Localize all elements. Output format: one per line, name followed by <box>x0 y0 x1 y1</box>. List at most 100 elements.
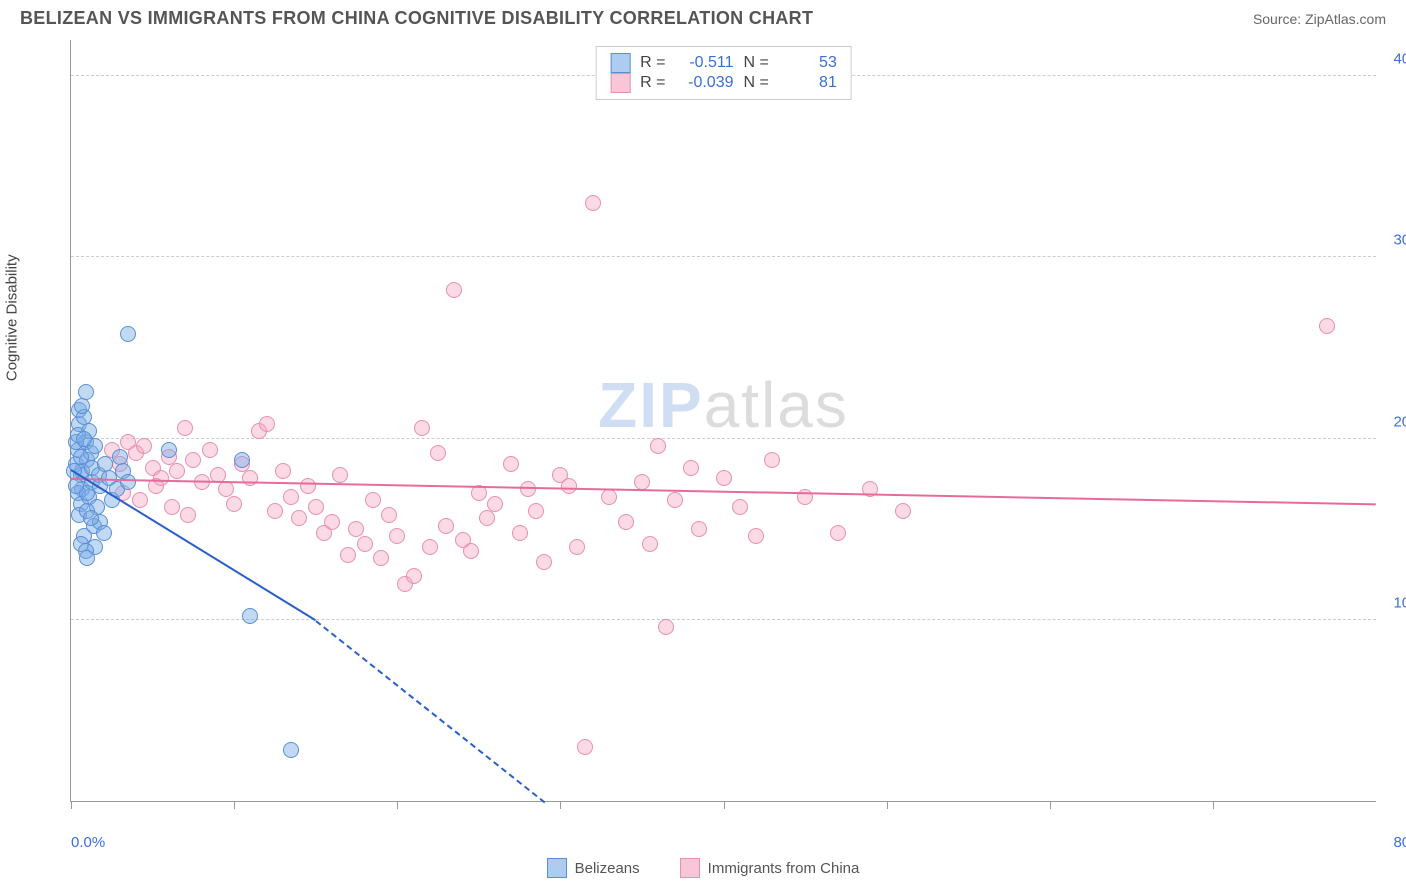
scatter-point-pink <box>218 481 234 497</box>
chart-area: Cognitive Disability ZIPatlas R = -0.511… <box>20 40 1386 832</box>
scatter-point-pink <box>332 467 348 483</box>
scatter-point-pink <box>561 478 577 494</box>
scatter-point-pink <box>185 452 201 468</box>
scatter-point-pink <box>283 489 299 505</box>
x-tick <box>397 801 398 809</box>
source-label: Source: ZipAtlas.com <box>1253 11 1386 27</box>
scatter-point-pink <box>242 470 258 486</box>
scatter-point-pink <box>732 499 748 515</box>
chart-title: BELIZEAN VS IMMIGRANTS FROM CHINA COGNIT… <box>20 8 813 29</box>
x-tick <box>887 801 888 809</box>
scatter-point-pink <box>406 568 422 584</box>
scatter-point-pink <box>291 510 307 526</box>
scatter-point-pink <box>895 503 911 519</box>
scatter-point-pink <box>512 525 528 541</box>
scatter-point-pink <box>1319 318 1335 334</box>
scatter-point-pink <box>585 195 601 211</box>
scatter-point-pink <box>577 739 593 755</box>
legend-row-pink: R = -0.039 N = 81 <box>610 73 837 93</box>
scatter-point-pink <box>520 481 536 497</box>
scatter-point-blue <box>97 456 113 472</box>
scatter-point-blue <box>83 510 99 526</box>
scatter-point-pink <box>300 478 316 494</box>
r-value-blue: -0.511 <box>676 54 734 72</box>
scatter-point-pink <box>618 514 634 530</box>
scatter-point-pink <box>658 619 674 635</box>
scatter-point-pink <box>503 456 519 472</box>
scatter-point-pink <box>373 550 389 566</box>
x-tick <box>71 801 72 809</box>
scatter-point-pink <box>340 547 356 563</box>
scatter-point-pink <box>748 528 764 544</box>
scatter-point-pink <box>259 416 275 432</box>
chart-header: BELIZEAN VS IMMIGRANTS FROM CHINA COGNIT… <box>0 0 1406 33</box>
watermark-zip: ZIP <box>598 369 704 441</box>
scatter-point-pink <box>642 536 658 552</box>
scatter-point-blue <box>79 550 95 566</box>
swatch-blue-icon <box>547 858 567 878</box>
scatter-point-pink <box>365 492 381 508</box>
r-label: R = <box>640 74 665 92</box>
scatter-point-pink <box>202 442 218 458</box>
swatch-blue-icon <box>610 53 630 73</box>
trendline-blue <box>70 470 316 622</box>
scatter-point-pink <box>422 539 438 555</box>
scatter-point-pink <box>479 510 495 526</box>
gridline <box>71 619 1376 620</box>
scatter-point-pink <box>634 474 650 490</box>
series-legend: Belizeans Immigrants from China <box>0 858 1406 878</box>
x-tick <box>724 801 725 809</box>
scatter-point-pink <box>430 445 446 461</box>
x-axis-min-label: 0.0% <box>71 834 105 851</box>
trendline-blue-dashed <box>315 620 545 803</box>
scatter-point-pink <box>691 521 707 537</box>
scatter-point-pink <box>267 503 283 519</box>
correlation-legend: R = -0.511 N = 53 R = -0.039 N = 81 <box>595 46 852 100</box>
x-axis-max-label: 80.0% <box>1393 834 1406 851</box>
scatter-point-blue <box>74 398 90 414</box>
scatter-point-blue <box>76 431 92 447</box>
scatter-point-pink <box>357 536 373 552</box>
scatter-point-pink <box>275 463 291 479</box>
legend-item-china: Immigrants from China <box>680 858 860 878</box>
scatter-point-pink <box>438 518 454 534</box>
gridline <box>71 438 1376 439</box>
n-value-blue: 53 <box>779 54 837 72</box>
watermark: ZIPatlas <box>598 368 849 442</box>
scatter-point-pink <box>381 507 397 523</box>
scatter-point-pink <box>169 463 185 479</box>
scatter-point-pink <box>601 489 617 505</box>
watermark-atlas: atlas <box>704 369 849 441</box>
scatter-point-pink <box>348 521 364 537</box>
x-tick <box>1050 801 1051 809</box>
y-tick-label: 40.0% <box>1393 51 1406 68</box>
scatter-point-pink <box>226 496 242 512</box>
gridline <box>71 256 1376 257</box>
scatter-point-pink <box>569 539 585 555</box>
scatter-point-blue <box>242 608 258 624</box>
legend-label: Immigrants from China <box>708 860 860 877</box>
scatter-point-pink <box>164 499 180 515</box>
scatter-point-pink <box>446 282 462 298</box>
scatter-point-blue <box>161 442 177 458</box>
swatch-pink-icon <box>610 73 630 93</box>
scatter-point-blue <box>120 474 136 490</box>
r-label: R = <box>640 54 665 72</box>
scatter-point-pink <box>683 460 699 476</box>
swatch-pink-icon <box>680 858 700 878</box>
scatter-point-pink <box>528 503 544 519</box>
scatter-point-blue <box>283 742 299 758</box>
y-tick-label: 20.0% <box>1393 413 1406 430</box>
scatter-point-pink <box>463 543 479 559</box>
y-tick-label: 30.0% <box>1393 232 1406 249</box>
scatter-point-pink <box>414 420 430 436</box>
x-tick <box>1213 801 1214 809</box>
plot-area: ZIPatlas R = -0.511 N = 53 R = -0.039 N … <box>70 40 1376 802</box>
r-value-pink: -0.039 <box>676 74 734 92</box>
scatter-point-pink <box>716 470 732 486</box>
scatter-point-pink <box>536 554 552 570</box>
scatter-point-pink <box>667 492 683 508</box>
x-tick <box>560 801 561 809</box>
n-value-pink: 81 <box>779 74 837 92</box>
legend-item-belizeans: Belizeans <box>547 858 640 878</box>
